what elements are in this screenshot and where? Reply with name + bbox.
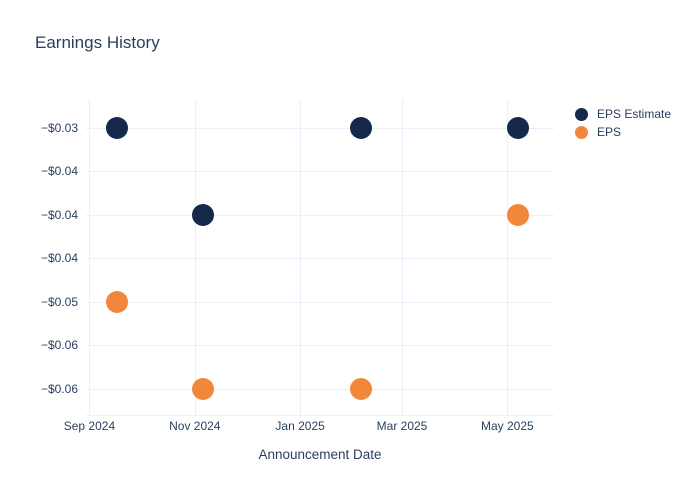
y-tick-label: −$0.04 bbox=[40, 251, 78, 266]
gridline-horizontal bbox=[86, 258, 554, 260]
legend: EPS Estimate EPS bbox=[575, 105, 671, 141]
legend-label: EPS bbox=[597, 125, 622, 139]
x-tick-label: Sep 2024 bbox=[63, 419, 116, 433]
eps-estimate-data-point[interactable] bbox=[506, 116, 529, 139]
y-tick-label: −$0.03 bbox=[40, 120, 78, 135]
eps-data-point[interactable] bbox=[192, 377, 215, 400]
eps-data-point[interactable] bbox=[349, 377, 372, 400]
gridline-horizontal bbox=[86, 388, 554, 390]
plot-area bbox=[86, 99, 554, 416]
chart-title: Earnings History bbox=[35, 33, 160, 52]
eps-estimate-legend-marker-icon bbox=[575, 107, 588, 121]
eps-estimate-data-point[interactable] bbox=[106, 116, 129, 139]
eps-estimate-data-point[interactable] bbox=[192, 203, 215, 226]
legend-label: EPS Estimate bbox=[597, 107, 672, 121]
gridline-vertical bbox=[89, 99, 91, 415]
eps-data-point[interactable] bbox=[506, 203, 529, 226]
y-tick-label: −$0.05 bbox=[40, 294, 78, 309]
x-axis-title: Announcement Date bbox=[258, 447, 382, 462]
x-tick-label: Mar 2025 bbox=[376, 419, 428, 433]
y-tick-label: −$0.06 bbox=[40, 381, 78, 396]
eps-data-point[interactable] bbox=[106, 290, 129, 313]
gridline-horizontal bbox=[86, 345, 554, 347]
legend-item-eps[interactable]: EPS bbox=[575, 123, 671, 141]
gridline-vertical bbox=[300, 99, 302, 415]
y-tick-label: −$0.06 bbox=[40, 338, 78, 353]
x-tick-label: Nov 2024 bbox=[169, 419, 221, 433]
gridline-horizontal bbox=[86, 127, 554, 129]
gridline-horizontal bbox=[86, 214, 554, 216]
x-tick-label: May 2025 bbox=[481, 419, 534, 433]
x-axis-line bbox=[86, 415, 554, 416]
gridline-vertical bbox=[402, 99, 404, 415]
y-tick-label: −$0.04 bbox=[40, 164, 78, 179]
gridline-horizontal bbox=[86, 171, 554, 173]
eps-legend-marker-icon bbox=[575, 125, 588, 139]
y-tick-label: −$0.04 bbox=[40, 207, 78, 222]
gridline-vertical bbox=[507, 99, 509, 415]
x-tick-label: Jan 2025 bbox=[275, 419, 325, 433]
eps-estimate-data-point[interactable] bbox=[349, 116, 372, 139]
gridline-horizontal bbox=[86, 301, 554, 303]
legend-item-eps-estimate[interactable]: EPS Estimate bbox=[575, 105, 671, 123]
gridline-vertical bbox=[194, 99, 196, 415]
